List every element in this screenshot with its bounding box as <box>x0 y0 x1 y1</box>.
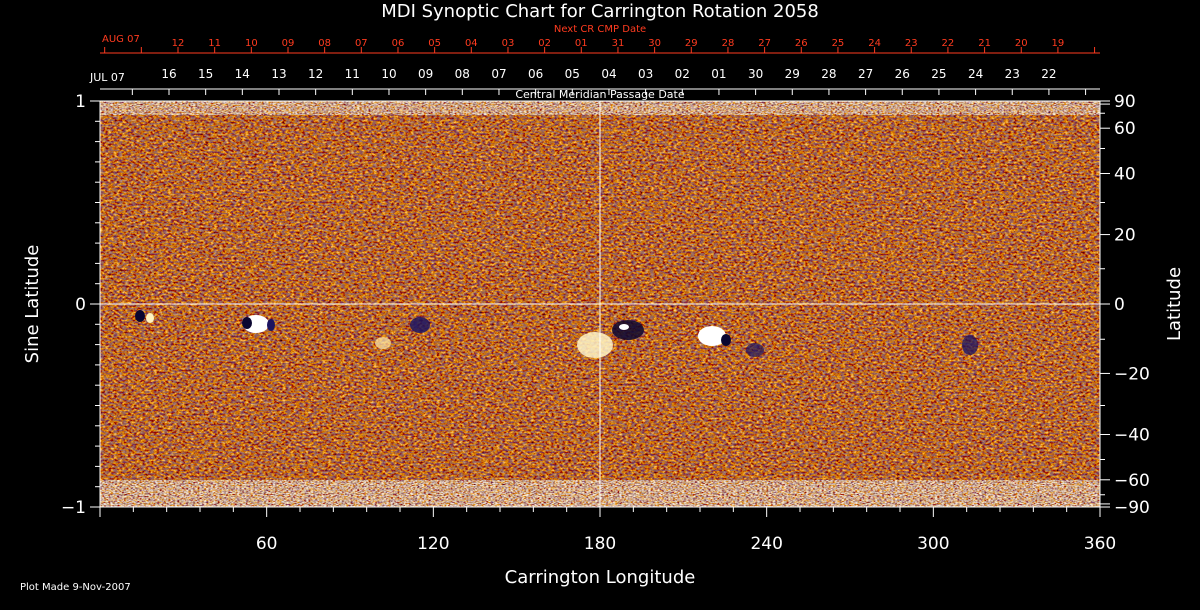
active-region-1 <box>135 310 154 323</box>
y-right-tick-label: 60 <box>1114 119 1136 139</box>
cmp-date: 15 <box>198 67 213 81</box>
next-cr-date: 10 <box>245 38 258 49</box>
x-tick-label: 60 <box>256 534 278 554</box>
cmp-month-label: JUL 07 <box>89 71 125 84</box>
cmp-label: Central Meridian Passage Date <box>515 88 684 101</box>
cmp-date: 10 <box>381 67 396 81</box>
cmp-date: 27 <box>858 67 873 81</box>
next-cr-date: 07 <box>355 38 368 49</box>
cmp-date: 23 <box>1005 67 1020 81</box>
y-right-tick-label: 20 <box>1114 226 1136 246</box>
next-cr-date: 09 <box>282 38 295 49</box>
next-cr-date: 06 <box>392 38 405 49</box>
cmp-date: 25 <box>931 67 946 81</box>
y-axis-label-left: Sine Latitude <box>22 245 43 364</box>
y-left-tick-label: −1 <box>61 498 86 518</box>
y-right-tick-label: −40 <box>1114 425 1150 445</box>
next-cr-date: 01 <box>575 38 588 49</box>
cmp-date: 28 <box>821 67 836 81</box>
next-cr-date: 22 <box>942 38 955 49</box>
active-region-5 <box>375 317 978 357</box>
y-axis-label-right: Latitude <box>1164 267 1185 341</box>
plot-made-note: Plot Made 9-Nov-2007 <box>20 582 131 593</box>
y-right-tick-label: −20 <box>1114 364 1150 384</box>
y-axis-left: 1 0 −1 <box>61 92 100 518</box>
cmp-date: 13 <box>271 67 286 81</box>
next-cr-date-scale: AUG 07 12 11 10 09 08 07 06 05 04 03 02 01 31 30 29 28 2… <box>100 34 1100 54</box>
cmp-date: 12 <box>308 67 323 81</box>
x-axis: 60 120 180 240 300 360 <box>99 507 1116 554</box>
y-right-tick-label: 0 <box>1114 295 1125 315</box>
cmp-date: 11 <box>345 67 360 81</box>
cmp-date: 16 <box>161 67 176 81</box>
y-right-tick-label: 90 <box>1114 92 1136 112</box>
cmp-date: 01 <box>711 67 726 81</box>
next-cr-month-label: AUG 07 <box>102 34 140 45</box>
next-cr-label: Next CR CMP Date <box>554 24 646 35</box>
cmp-date: 03 <box>638 67 653 81</box>
next-cr-date: 24 <box>868 38 881 49</box>
cmp-date: 04 <box>601 67 616 81</box>
cmp-date: 22 <box>1041 67 1056 81</box>
next-cr-date: 12 <box>172 38 185 49</box>
x-tick-label: 240 <box>750 534 782 554</box>
cmp-date: 26 <box>895 67 910 81</box>
cmp-date: 06 <box>528 67 543 81</box>
x-tick-label: 120 <box>417 534 449 554</box>
chart-title: MDI Synoptic Chart for Carrington Rotati… <box>381 1 819 22</box>
cmp-date: 09 <box>418 67 433 81</box>
next-cr-date: 02 <box>538 38 551 49</box>
next-cr-date: 28 <box>722 38 735 49</box>
active-region-3 <box>577 320 644 358</box>
y-left-tick-label: 1 <box>75 92 86 112</box>
next-cr-date: 25 <box>832 38 845 49</box>
active-region-4 <box>698 326 731 346</box>
next-cr-date: 21 <box>978 38 991 49</box>
next-cr-date: 11 <box>208 38 221 49</box>
x-tick-label: 300 <box>917 534 949 554</box>
next-cr-date: 26 <box>795 38 808 49</box>
magnetogram-map <box>99 100 1101 508</box>
cmp-date: 08 <box>455 67 470 81</box>
next-cr-date: 31 <box>612 38 625 49</box>
next-cr-date: 20 <box>1015 38 1028 49</box>
cmp-date: 02 <box>675 67 690 81</box>
y-right-tick-label: −90 <box>1114 498 1150 518</box>
cmp-date-scale: JUL 07 16 15 14 13 12 11 10 09 08 07 06 05 04 03 02 01 3… <box>89 67 1100 95</box>
y-right-tick-label: 40 <box>1114 165 1136 185</box>
x-tick-label: 360 <box>1084 534 1116 554</box>
cmp-date: 24 <box>968 67 983 81</box>
x-tick-label: 180 <box>584 534 616 554</box>
y-axis-right: 90 60 40 20 0 −20 −40 −60 −90 <box>1100 92 1150 518</box>
active-region-2 <box>242 315 275 333</box>
next-cr-date: 27 <box>758 38 771 49</box>
y-right-tick-label: −60 <box>1114 471 1150 491</box>
next-cr-date: 05 <box>428 38 441 49</box>
next-cr-date: 08 <box>318 38 331 49</box>
next-cr-date: 23 <box>905 38 918 49</box>
y-left-tick-label: 0 <box>75 295 86 315</box>
cmp-date: 07 <box>491 67 506 81</box>
next-cr-date: 30 <box>648 38 661 49</box>
cmp-date: 14 <box>235 67 250 81</box>
cmp-date: 05 <box>565 67 580 81</box>
cmp-date: 29 <box>785 67 800 81</box>
next-cr-date: 19 <box>1052 38 1065 49</box>
x-axis-label: Carrington Longitude <box>505 567 696 588</box>
cmp-date: 30 <box>748 67 763 81</box>
next-cr-date: 03 <box>502 38 515 49</box>
next-cr-date: 29 <box>685 38 698 49</box>
next-cr-date: 04 <box>465 38 478 49</box>
